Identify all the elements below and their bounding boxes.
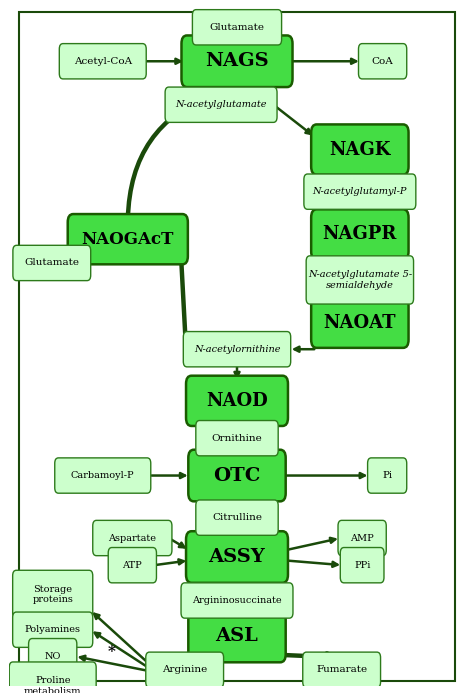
Text: Glutamate: Glutamate xyxy=(24,258,79,267)
FancyBboxPatch shape xyxy=(181,583,293,618)
Text: Ornithine: Ornithine xyxy=(211,434,263,443)
Text: CoA: CoA xyxy=(372,57,393,66)
FancyBboxPatch shape xyxy=(303,652,381,687)
FancyBboxPatch shape xyxy=(340,547,384,583)
Text: PPi: PPi xyxy=(354,561,370,570)
Text: AMP: AMP xyxy=(350,534,374,543)
Text: Argininosuccinate: Argininosuccinate xyxy=(192,596,282,605)
FancyBboxPatch shape xyxy=(186,532,288,583)
Text: NAGK: NAGK xyxy=(329,141,391,159)
FancyBboxPatch shape xyxy=(368,458,407,493)
FancyBboxPatch shape xyxy=(182,35,292,87)
FancyBboxPatch shape xyxy=(188,450,286,501)
FancyBboxPatch shape xyxy=(311,209,409,260)
Text: Citrulline: Citrulline xyxy=(212,513,262,522)
FancyBboxPatch shape xyxy=(186,376,288,426)
Text: NAGS: NAGS xyxy=(205,52,269,70)
FancyBboxPatch shape xyxy=(358,44,407,79)
Text: Pi: Pi xyxy=(382,471,392,480)
Text: N-acetylornithine: N-acetylornithine xyxy=(194,344,280,353)
Text: Proline
metabolism: Proline metabolism xyxy=(24,676,82,693)
FancyBboxPatch shape xyxy=(188,611,286,663)
FancyBboxPatch shape xyxy=(183,331,291,367)
Text: N-acetylglutamate: N-acetylglutamate xyxy=(175,100,267,109)
FancyBboxPatch shape xyxy=(311,125,409,175)
FancyBboxPatch shape xyxy=(59,44,146,79)
FancyBboxPatch shape xyxy=(9,662,96,693)
FancyBboxPatch shape xyxy=(304,174,416,209)
FancyBboxPatch shape xyxy=(108,547,156,583)
Text: Aspartate: Aspartate xyxy=(109,534,156,543)
FancyBboxPatch shape xyxy=(55,458,151,493)
Text: ATP: ATP xyxy=(122,561,142,570)
FancyBboxPatch shape xyxy=(13,570,93,618)
FancyBboxPatch shape xyxy=(146,652,224,687)
Text: NAOD: NAOD xyxy=(206,392,268,410)
Text: Polyamines: Polyamines xyxy=(25,625,81,634)
Text: Arginine: Arginine xyxy=(162,665,207,674)
Text: NAOAT: NAOAT xyxy=(324,314,396,332)
Text: NAGPR: NAGPR xyxy=(323,225,397,243)
Text: Carbamoyl-P: Carbamoyl-P xyxy=(71,471,135,480)
Text: Storage
proteins: Storage proteins xyxy=(32,585,73,604)
FancyBboxPatch shape xyxy=(68,214,188,264)
Text: Acetyl-CoA: Acetyl-CoA xyxy=(73,57,132,66)
Text: NO: NO xyxy=(45,651,61,660)
FancyBboxPatch shape xyxy=(93,520,172,556)
Text: Glutamate: Glutamate xyxy=(210,23,264,32)
Text: NAOGAcT: NAOGAcT xyxy=(82,231,174,247)
FancyBboxPatch shape xyxy=(165,87,277,123)
Text: OTC: OTC xyxy=(213,466,261,484)
FancyBboxPatch shape xyxy=(13,612,93,647)
Text: ASSY: ASSY xyxy=(209,548,265,566)
FancyBboxPatch shape xyxy=(306,256,413,304)
Text: ASL: ASL xyxy=(216,627,258,645)
FancyBboxPatch shape xyxy=(311,297,409,348)
Text: *: * xyxy=(108,645,116,659)
FancyBboxPatch shape xyxy=(13,245,91,281)
FancyBboxPatch shape xyxy=(28,638,77,674)
Text: N-acetylglutamate 5-
semialdehyde: N-acetylglutamate 5- semialdehyde xyxy=(308,270,412,290)
FancyBboxPatch shape xyxy=(196,421,278,456)
Text: N-acetylglutamyl-P: N-acetylglutamyl-P xyxy=(313,187,407,196)
FancyBboxPatch shape xyxy=(192,10,282,45)
Text: Fumarate: Fumarate xyxy=(316,665,367,674)
FancyBboxPatch shape xyxy=(196,500,278,535)
FancyBboxPatch shape xyxy=(338,520,386,556)
